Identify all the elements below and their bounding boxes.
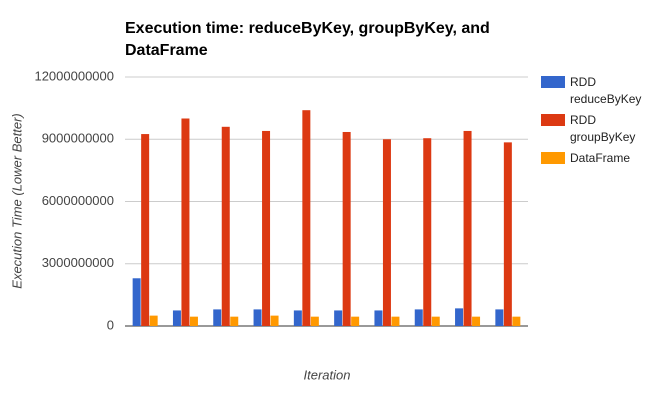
legend-label: RDD groupByKey	[570, 113, 636, 144]
bar	[382, 139, 391, 326]
y-tick-label: 3000000000	[42, 255, 114, 270]
bar	[172, 310, 181, 326]
legend-entry: DataFrame	[541, 150, 651, 167]
bar	[391, 316, 400, 326]
bar	[334, 310, 343, 326]
bar	[270, 315, 279, 326]
bar	[230, 316, 239, 326]
bar	[463, 130, 472, 326]
bar	[132, 278, 141, 326]
bar	[253, 309, 262, 326]
bar	[414, 309, 423, 326]
y-axis-label: Execution Time (Lower Better)	[9, 113, 24, 288]
bar	[472, 316, 481, 326]
bar	[423, 138, 432, 326]
legend: RDD reduceByKey RDD groupByKey DataFrame	[541, 74, 651, 171]
bar	[374, 310, 383, 326]
bar	[310, 316, 319, 326]
legend-entry: RDD groupByKey	[541, 112, 651, 146]
y-tick-label: 0	[107, 317, 114, 332]
y-tick-label: 9000000000	[42, 131, 114, 146]
bar	[431, 316, 440, 326]
y-tick-label: 12000000000	[34, 68, 114, 83]
bar	[221, 126, 230, 326]
bar	[181, 118, 190, 326]
chart-title: Execution time: reduceByKey, groupByKey,…	[125, 20, 490, 59]
bar	[455, 308, 464, 326]
legend-swatch	[541, 152, 565, 164]
legend-swatch	[541, 76, 565, 88]
legend-entry: RDD reduceByKey	[541, 74, 651, 108]
y-tick-label: 6000000000	[42, 193, 114, 208]
legend-label: RDD reduceByKey	[570, 75, 642, 106]
legend-label: DataFrame	[570, 151, 631, 165]
bar	[141, 134, 150, 326]
bar	[149, 315, 158, 326]
bar	[342, 131, 351, 326]
x-axis-label: Iteration	[304, 367, 351, 382]
bar	[351, 316, 360, 326]
bar	[495, 309, 504, 326]
bar	[302, 110, 311, 326]
legend-swatch	[541, 114, 565, 126]
bar	[189, 316, 198, 326]
bar	[512, 316, 521, 326]
bar	[262, 130, 271, 326]
bar	[213, 309, 222, 326]
bar	[503, 142, 512, 326]
bar	[293, 310, 302, 326]
